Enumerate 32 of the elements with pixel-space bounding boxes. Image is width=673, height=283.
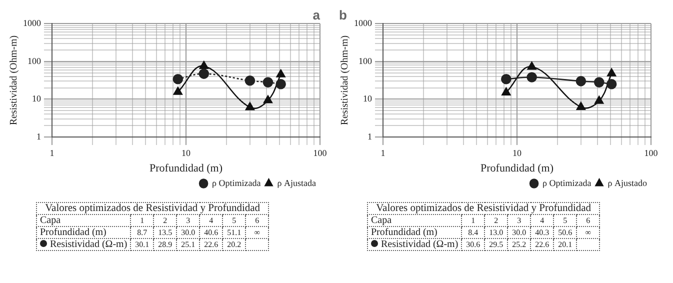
text: Valores optimizados de Resistividad y Profundidad: [45, 203, 260, 214]
y-tick-label: 1000: [23, 18, 42, 28]
y-tick-label: 1: [36, 131, 41, 142]
legend-label: ρ Ajustada: [277, 178, 316, 188]
x-tick-label: 1: [380, 148, 386, 158]
text: Profundidad (m) 8.4 13.0 30.0 40.3 50.6 ∞: [371, 227, 591, 238]
text: Capa 1 2 3 4 5 6: [371, 215, 590, 226]
y-axis-title: Resistividad (Ohm-m): [8, 35, 20, 126]
text: Profundidad (m) 8.7 13.5 30.0 40.6 51.1 ∞: [40, 227, 260, 238]
x-tick-label: 10: [182, 148, 191, 158]
x-tick-label: 100: [644, 148, 658, 158]
x-tick-label: 10: [512, 148, 522, 158]
legend-label: ρ Optimizada: [212, 178, 261, 188]
y-tick-label: 1: [368, 131, 372, 142]
x-tick-label: 1: [50, 148, 54, 158]
text: Capa 1 2 3 4 5 6: [40, 215, 260, 226]
text: Resistividad (Ω-m) 30.6 29.5 25.2 22.6 20.1: [381, 239, 572, 250]
x-axis-title: Profundidad (m): [149, 162, 223, 174]
y-tick-label: 1000: [354, 18, 372, 28]
y-axis-title: Resistividad (Ohm-m): [340, 35, 351, 126]
y-tick-label: 10: [363, 94, 372, 104]
chart-title: b: [339, 7, 347, 22]
text: Resistividad (Ω-m) 30.1 28.9 25.1 22.6 20.2: [50, 239, 242, 250]
y-tick-label: 100: [358, 56, 372, 66]
legend-label: ρ Optimizada: [542, 178, 592, 188]
y-tick-label: 10: [32, 94, 42, 104]
legend-label: ρ Ajustado: [608, 178, 648, 188]
text: Valores optimizados de Resistividad y Profundidad: [376, 203, 592, 214]
x-tick-label: 100: [313, 148, 328, 158]
y-tick-label: 100: [28, 56, 42, 66]
x-axis-title: Profundidad (m): [480, 162, 554, 174]
chart-title: a: [312, 7, 321, 22]
